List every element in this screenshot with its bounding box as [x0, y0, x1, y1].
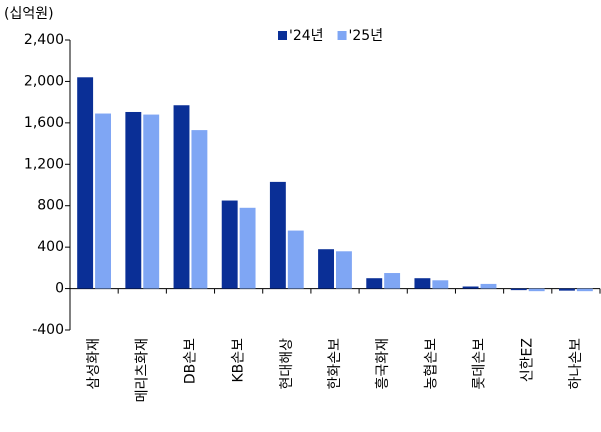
bar	[336, 251, 352, 289]
x-tick-label: 삼성화재	[86, 338, 102, 390]
y-tick-label: 1,200	[24, 156, 64, 172]
bar	[269, 181, 286, 289]
bar	[221, 200, 238, 289]
x-tick-label: 흥국화재	[375, 338, 391, 390]
x-tick-label: 롯데손보	[472, 338, 488, 390]
bar	[510, 288, 527, 291]
bar	[414, 278, 431, 289]
y-tick-label: 2,000	[24, 73, 64, 89]
bar	[143, 114, 160, 289]
legend-label: '25년	[349, 28, 384, 44]
bar	[462, 286, 479, 289]
y-tick-label: 800	[37, 198, 64, 214]
x-tick-label: DB손보	[182, 338, 198, 384]
y-tick-label: 1,600	[24, 115, 64, 131]
bar	[528, 288, 545, 292]
legend-label: '24년	[289, 28, 324, 44]
bar	[125, 111, 142, 289]
x-tick-label: 농협손보	[423, 338, 439, 390]
y-tick-label: 400	[37, 239, 64, 255]
x-tick-label: 메리츠화재	[134, 338, 150, 402]
bar	[191, 130, 208, 289]
legend-swatch	[337, 31, 347, 40]
x-tick-label: 하나손보	[568, 338, 584, 390]
bar	[432, 280, 449, 289]
x-tick-label: 신한EZ	[520, 338, 536, 382]
x-tick-label: 현대해상	[279, 338, 295, 390]
bar	[173, 105, 190, 289]
bar	[366, 278, 383, 289]
bar	[384, 273, 401, 289]
bar	[239, 207, 256, 289]
bar	[318, 249, 334, 289]
bar	[559, 288, 575, 291]
x-tick-label: KB손보	[231, 338, 247, 383]
bar	[287, 230, 304, 289]
legend-swatch	[278, 31, 287, 40]
y-tick-label: 2,400	[24, 32, 64, 48]
y-tick-label: -400	[32, 322, 64, 338]
y-tick-label: 0	[55, 281, 64, 297]
x-tick-label: 한화손보	[327, 338, 343, 390]
bar	[95, 113, 111, 289]
bar	[77, 77, 94, 289]
unit-label: (십억원)	[4, 6, 54, 22]
bar	[576, 288, 593, 292]
bar	[480, 283, 497, 289]
